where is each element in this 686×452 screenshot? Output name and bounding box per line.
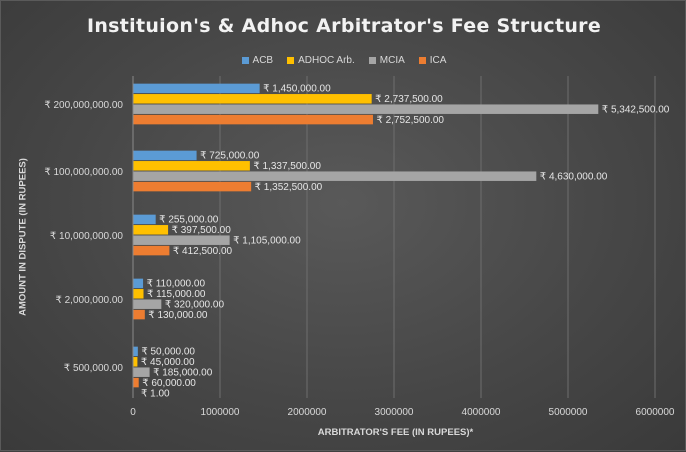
bar [133, 161, 250, 171]
bar [133, 104, 599, 114]
legend-label: ICA [429, 55, 447, 66]
legend-item: ACB [241, 55, 274, 66]
legend-swatch [287, 57, 295, 64]
x-tick-label: 0 [130, 407, 136, 418]
y-tick-label: ₹ 500,000.00 [64, 363, 124, 374]
x-tick-label: 3000000 [375, 407, 414, 418]
data-label: ₹ 1,450,000.00 [263, 84, 331, 95]
bar [133, 171, 537, 181]
bar [133, 150, 197, 161]
legend-label: ADHOC Arb. [298, 55, 355, 66]
y-axis-title: AMOUNT IN DISPUTE (IN RUPEES) [17, 158, 29, 316]
bar [133, 289, 144, 299]
legend-swatch [241, 57, 249, 64]
data-label: ₹ 320,000.00 [165, 299, 225, 310]
x-tick-label: 4000000 [462, 407, 501, 418]
data-label: ₹ 5,342,500.00 [602, 104, 670, 115]
data-label: ₹ 110,000.00 [147, 279, 206, 290]
bar [133, 278, 144, 289]
data-label: ₹ 115,000.00 [147, 289, 206, 300]
y-tick-label: ₹ 100,000,000.00 [44, 167, 123, 178]
bar [133, 214, 156, 225]
data-label: ₹ 1.00 [141, 388, 170, 399]
y-tick-label: ₹ 10,000,000.00 [50, 231, 124, 242]
bar [133, 357, 138, 367]
data-label: ₹ 2,752,500.00 [376, 115, 444, 126]
data-label: ₹ 4,630,000.00 [540, 171, 608, 182]
bar [133, 235, 230, 245]
data-label: ₹ 2,737,500.00 [375, 94, 443, 105]
legend-item: ICA [418, 55, 447, 66]
bar [133, 299, 162, 309]
x-tick-label: 2000000 [288, 407, 327, 418]
x-axis-title: ARBITRATOR'S FEE (IN RUPEES)* [317, 427, 474, 438]
legend-swatch [368, 57, 376, 64]
y-tick-label: ₹ 2,000,000.00 [55, 295, 123, 306]
data-label: ₹ 45,000.00 [141, 357, 195, 368]
bar [133, 181, 252, 192]
x-tick-label: 5000000 [549, 407, 588, 418]
bar [133, 94, 372, 104]
bar [133, 83, 260, 94]
bar [133, 225, 169, 235]
x-tick-label: 1000000 [201, 407, 240, 418]
data-label: ₹ 1,105,000.00 [233, 235, 301, 246]
bar [133, 346, 138, 357]
legend-label: ACB [252, 55, 274, 66]
data-label: ₹ 255,000.00 [159, 215, 219, 226]
chart-title: Instituion's & Adhoc Arbitrator's Fee St… [86, 15, 602, 37]
x-tick-label: 6000000 [636, 407, 675, 418]
data-label: ₹ 1,337,500.00 [253, 161, 321, 172]
bar [133, 114, 373, 125]
data-label: ₹ 60,000.00 [142, 378, 196, 389]
data-label: ₹ 412,500.00 [173, 246, 233, 257]
data-label: ₹ 185,000.00 [153, 367, 213, 378]
bar [133, 367, 150, 377]
bar [133, 309, 145, 320]
bar [133, 245, 170, 256]
data-label: ₹ 130,000.00 [148, 310, 208, 321]
data-label: ₹ 1,352,500.00 [255, 182, 323, 193]
legend-item: MCIA [368, 55, 405, 66]
legend-label: MCIA [379, 55, 405, 66]
y-tick-label: ₹ 200,000,000.00 [44, 100, 123, 111]
data-label: ₹ 725,000.00 [200, 151, 260, 162]
chart-legend: ACB ADHOC Arb. MCIA ICA [1, 55, 686, 66]
bar [133, 377, 139, 388]
legend-item: ADHOC Arb. [287, 55, 355, 66]
legend-swatch [418, 57, 426, 64]
data-label: ₹ 50,000.00 [141, 347, 195, 358]
data-label: ₹ 397,500.00 [172, 225, 232, 236]
